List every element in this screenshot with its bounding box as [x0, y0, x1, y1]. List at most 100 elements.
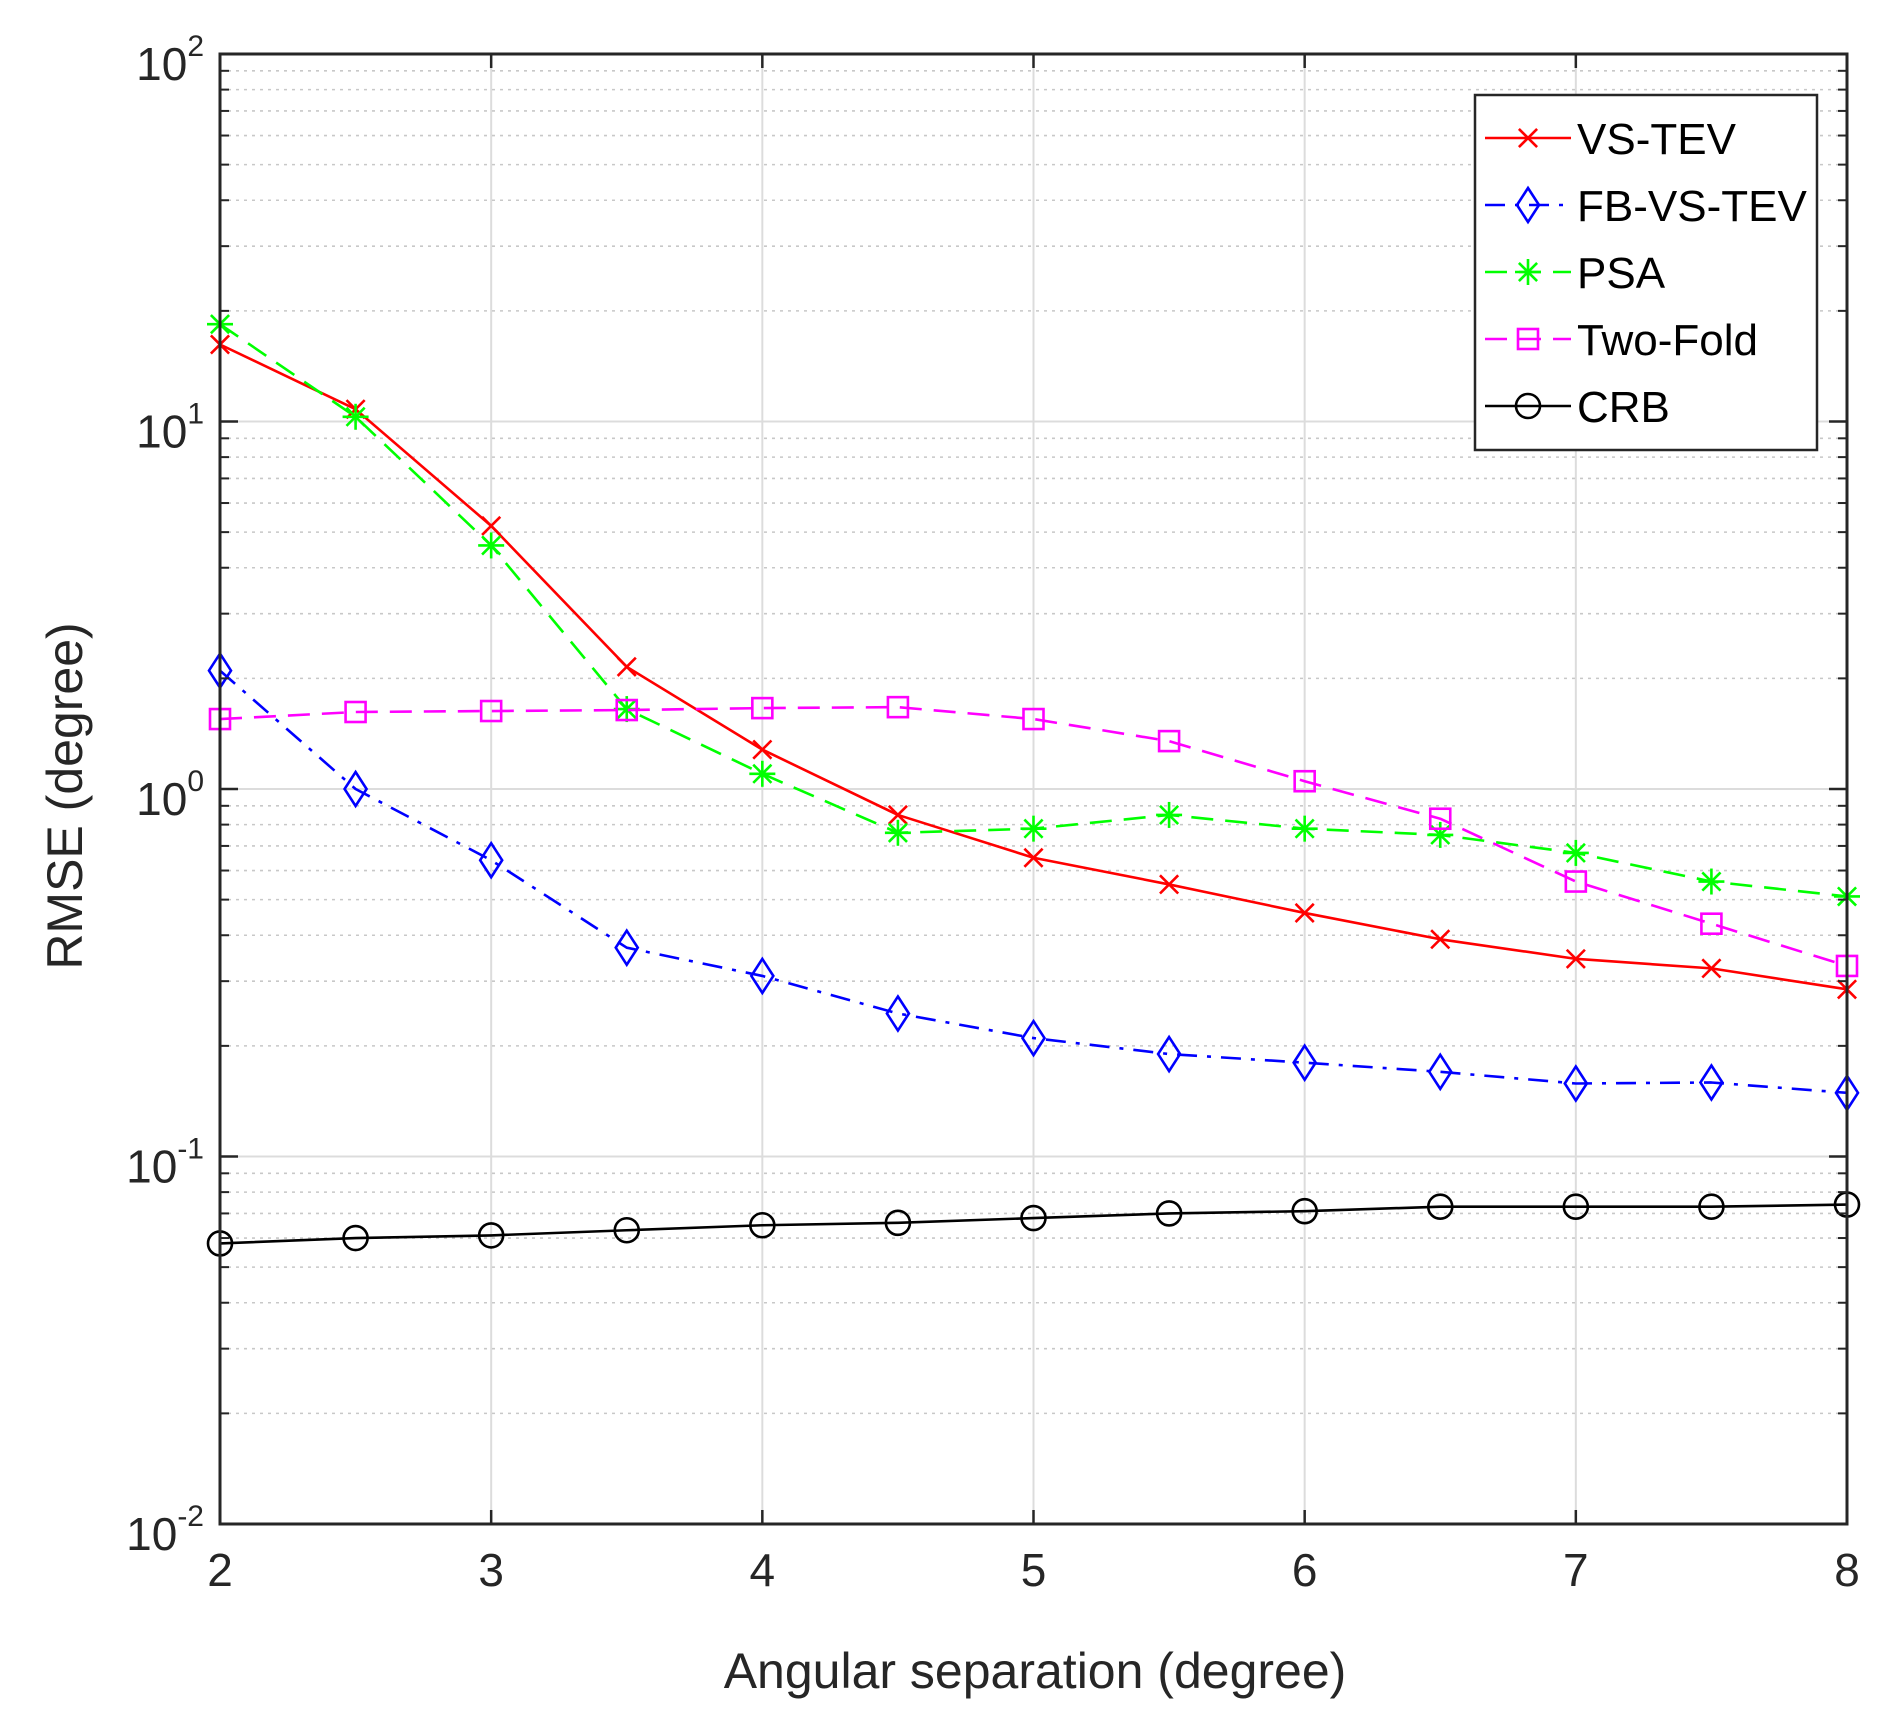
data-point-crb	[884, 1209, 912, 1237]
data-point-vs-tev	[616, 656, 637, 677]
data-point-psa	[1020, 815, 1047, 842]
data-point-vs-tev	[1430, 929, 1451, 950]
data-point-two-fold	[344, 700, 367, 724]
marker-stroke	[1159, 874, 1180, 895]
data-point-two-fold	[1700, 912, 1723, 936]
marker-stroke	[1023, 847, 1044, 868]
x-tick-label: 8	[1834, 1544, 1860, 1596]
data-point-fb-vs-tev	[478, 840, 504, 880]
y-tick-label: 10-2	[126, 1500, 204, 1560]
y-tick-base: 10	[136, 38, 187, 90]
x-tick-label: 7	[1563, 1544, 1589, 1596]
marker-stroke	[1565, 948, 1586, 969]
y-tick-exponent: -2	[177, 1500, 204, 1533]
legend-marker-psa	[1515, 259, 1541, 285]
data-point-fb-vs-tev	[749, 956, 775, 996]
series-fb-vs-tev	[207, 651, 1860, 1113]
data-point-crb	[1426, 1193, 1454, 1221]
x-tick-label: 6	[1292, 1544, 1318, 1596]
marker-stroke	[1023, 818, 1044, 839]
legend-label-vs-tev: VS-TEV	[1577, 115, 1737, 164]
legend-item-vs-tev: VS-TEV	[1485, 115, 1737, 164]
data-point-psa	[1156, 801, 1183, 828]
data-point-two-fold	[1157, 729, 1181, 753]
data-point-crb	[613, 1216, 641, 1244]
data-point-psa	[478, 532, 505, 559]
y-tick-label: 102	[136, 30, 204, 90]
y-tick-label: 10-1	[126, 1133, 204, 1193]
y-tick-exponent: 0	[187, 765, 204, 798]
data-point-psa	[342, 403, 369, 430]
x-axis-title: Angular separation (degree)	[724, 1643, 1347, 1699]
data-point-vs-tev	[1565, 948, 1586, 969]
data-point-vs-tev	[1701, 958, 1722, 979]
data-point-crb	[1698, 1193, 1725, 1221]
legend-label-crb: CRB	[1577, 383, 1670, 432]
marker-stroke	[1517, 261, 1539, 283]
data-series	[206, 311, 1861, 1257]
series-line-crb	[219, 1203, 1848, 1245]
data-point-fb-vs-tev	[1427, 1052, 1453, 1092]
data-point-crb	[342, 1224, 369, 1252]
marker-stroke	[1517, 127, 1539, 149]
data-point-two-fold	[751, 696, 774, 720]
legend-marker-two-fold	[1516, 327, 1540, 351]
marker-stroke	[1430, 929, 1451, 950]
marker-stroke	[1701, 871, 1722, 892]
data-point-fb-vs-tev	[1698, 1063, 1724, 1102]
data-point-vs-tev	[1023, 847, 1044, 868]
data-point-two-fold	[1293, 769, 1316, 793]
data-point-psa	[884, 819, 911, 846]
y-axis-title: RMSE (degree)	[37, 622, 93, 969]
data-point-psa	[749, 760, 776, 787]
data-point-two-fold	[1022, 707, 1045, 731]
legend-label-two-fold: Two-Fold	[1577, 316, 1758, 365]
data-point-crb	[1562, 1193, 1590, 1221]
data-point-psa	[1291, 815, 1318, 842]
legend-item-two-fold: Two-Fold	[1485, 316, 1758, 365]
data-point-fb-vs-tev	[614, 928, 640, 968]
data-point-fb-vs-tev	[1020, 1018, 1047, 1058]
legend-item-fb-vs-tev: FB-VS-TEV	[1485, 182, 1807, 231]
marker-stroke	[481, 515, 502, 536]
marker-stroke	[887, 822, 908, 843]
marker-stroke	[616, 656, 637, 677]
data-point-fb-vs-tev	[343, 769, 369, 809]
data-point-crb	[1291, 1197, 1318, 1225]
marker-stroke	[752, 739, 773, 760]
legend-label-psa: PSA	[1577, 249, 1666, 298]
y-tick-exponent: -1	[177, 1133, 204, 1166]
data-point-psa	[1698, 868, 1725, 895]
y-tick-base: 10	[126, 1508, 177, 1560]
marker-stroke	[752, 763, 773, 784]
legend: VS-TEV FB-VS-TEV PSA Two-Fold CRB	[1473, 93, 1819, 452]
series-crb	[206, 1191, 1861, 1257]
legend-marker-vs-tev	[1517, 127, 1539, 149]
series-line-fb-vs-tev	[219, 669, 1848, 1095]
legend-marker-fb-vs-tev	[1515, 185, 1541, 225]
y-tick-base: 10	[126, 1141, 177, 1193]
data-point-fb-vs-tev	[1156, 1034, 1182, 1074]
data-point-vs-tev	[1159, 874, 1180, 895]
legend-item-psa: PSA	[1485, 249, 1666, 298]
y-tick-base: 10	[136, 773, 187, 825]
data-point-two-fold	[1428, 807, 1452, 831]
data-point-psa	[1562, 839, 1589, 866]
data-point-vs-tev	[887, 804, 908, 825]
x-tick-label: 3	[478, 1544, 504, 1596]
marker-stroke	[1294, 818, 1315, 839]
data-point-crb	[1020, 1204, 1047, 1232]
data-point-vs-tev	[752, 739, 773, 760]
y-tick-label: 100	[136, 765, 204, 825]
marker-stroke	[1294, 902, 1315, 923]
legend-item-crb: CRB	[1485, 383, 1670, 432]
marker-stroke	[1159, 804, 1180, 825]
x-tick-label: 4	[750, 1544, 776, 1596]
marker-stroke	[1565, 842, 1586, 863]
data-point-two-fold	[615, 698, 639, 722]
data-point-vs-tev	[1294, 902, 1315, 923]
marker-stroke	[481, 535, 502, 556]
